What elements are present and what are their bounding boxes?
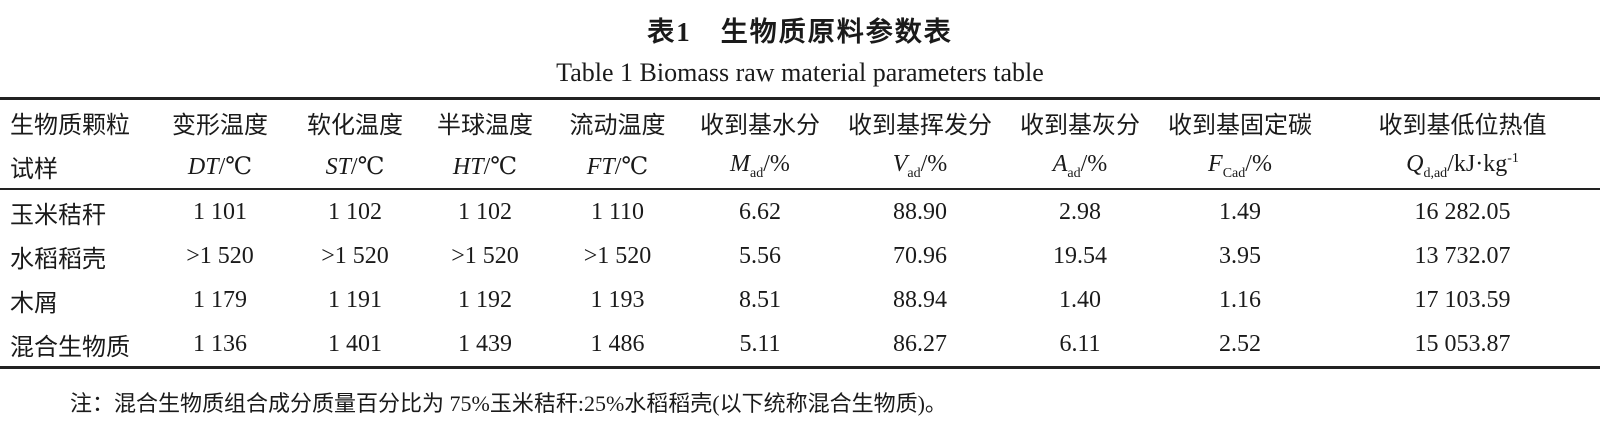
unit-symbol: Q [1406,150,1424,177]
table-cell: >1 520 [583,242,652,269]
table-cell: 88.90 [893,198,947,225]
unit-text: /℃ [218,153,253,180]
unit-subscript: ad [750,165,764,181]
table-cell: 86.27 [893,330,947,357]
unit-text: /% [1080,150,1108,177]
unit-subscript: ad [907,165,921,181]
table-cell: 5.11 [739,330,781,357]
table-cell: 水稻稻壳 [10,246,106,273]
header-cell: 收到基灰分 [1020,112,1140,139]
table-cell: 1 110 [590,198,645,225]
table-row: 玉米秸秆 1 101 1 102 1 102 1 110 6.62 88.90 2.98 1.4… [0,189,1600,234]
unit-text: /℃ [614,153,649,180]
table-cell: 16 282.05 [1414,198,1511,225]
table-cell: 木屑 [10,290,58,317]
unit-symbol: FT [586,153,615,180]
unit-cell: Vad/% [835,144,1005,189]
header-cell: 收到基低位热值 [1378,112,1547,139]
unit-subscript: d,ad [1423,165,1448,181]
table-note: 注：混合生物质组合成分质量百分比为 75%玉米秸秆:25%水稻稻壳(以下统称混合… [70,391,947,416]
header-cell: 生物质颗粒 [10,112,130,139]
table-cell: 1 136 [193,330,247,357]
table-cell: 3.95 [1219,242,1261,269]
unit-cell: FT/℃ [550,144,685,189]
unit-text: /℃ [483,153,518,180]
table-row: 水稻稻壳 >1 520 >1 520 >1 520 >1 520 5.56 70.96 19.… [0,234,1600,278]
unit-cell: Aad/% [1005,144,1155,189]
unit-cell: FCad/% [1155,144,1325,189]
header-cell: 收到基固定碳 [1168,112,1312,139]
unit-cell: HT/℃ [420,144,550,189]
table-cell: 1 102 [458,198,512,225]
table-cell: 玉米秸秆 [10,202,106,229]
header-cell: 流动温度 [569,112,666,139]
unit-symbol: F [1208,150,1223,177]
table-cell: 1.40 [1059,286,1101,313]
table-cell: 19.54 [1053,242,1107,269]
table-cell: 1 101 [193,198,247,225]
unit-text: /% [920,150,948,177]
table-cell: 8.51 [739,286,781,313]
unit-symbol: ST [325,153,351,180]
unit-cell: ST/℃ [290,144,420,189]
header-cell: 半球温度 [437,112,533,139]
table-row: 木屑 1 179 1 191 1 192 1 193 8.51 88.94 1.40 1.16 1… [0,278,1600,322]
table-row: 混合生物质 1 136 1 401 1 439 1 486 5.11 86.27 6.11 2.… [0,322,1600,368]
unit-cell: DT/℃ [150,144,290,189]
table-cell: 1 191 [328,286,382,313]
unit-symbol: DT [187,153,219,180]
table-body: 玉米秸秆 1 101 1 102 1 102 1 110 6.62 88.90 2.98 1.4… [0,189,1600,368]
unit-subscript: Cad [1222,165,1246,181]
table-cell: 88.94 [893,286,947,313]
header-cell: 变形温度 [172,112,268,139]
table-cell: 1 401 [328,330,382,357]
unit-symbol: HT [452,153,484,180]
table-cell: 混合生物质 [10,334,130,361]
header-cell: 收到基水分 [700,112,820,139]
table-title: 表1 生物质原料参数表 [647,17,953,47]
table: 生物质颗粒 变形温度 软化温度 半球温度 流动温度 收到基水分 收到基挥发分 收到基灰分 收到基… [0,97,1600,369]
unit-superscript: -1 [1507,150,1519,166]
table-subtitle: Table 1 Biomass raw material parameters … [556,58,1044,87]
header-cell: 收到基挥发分 [848,112,992,139]
unit-symbol: V [892,150,908,177]
unit-row: 试样 DT/℃ ST/℃ HT/℃ FT/℃ Mad/% Vad/% Aad/% FCad/% Q… [0,144,1600,189]
unit-cell: Mad/% [685,144,835,189]
table-cell: >1 520 [321,242,389,269]
unit-text: /% [1245,150,1272,177]
table-header: 生物质颗粒 变形温度 软化温度 半球温度 流动温度 收到基水分 收到基挥发分 收到基灰分 收到基… [0,98,1600,189]
table-cell: 1 192 [458,286,512,313]
table-cell: 6.11 [1059,330,1101,357]
table-cell: >1 520 [186,242,254,269]
table-cell: 13 732.07 [1414,242,1511,269]
header-row: 生物质颗粒 变形温度 软化温度 半球温度 流动温度 收到基水分 收到基挥发分 收到基灰分 收到基… [0,99,1600,145]
unit-text: /kJ·kg [1447,150,1508,177]
header-cell: 软化温度 [307,112,403,139]
table-cell: 1 193 [590,286,645,313]
table-cell: 1 439 [458,330,512,357]
unit-text: /% [763,150,790,177]
unit-symbol: M [730,150,751,177]
table-cell: 70.96 [893,242,947,269]
table-cell: 1 102 [328,198,382,225]
table-cell: 1 486 [590,330,645,357]
unit-subscript: ad [1067,165,1081,181]
table-cell: 2.52 [1219,330,1261,357]
unit-text: /℃ [350,153,385,180]
table-cell: 1 179 [193,286,247,313]
unit-text: 试样 [10,156,58,183]
unit-cell: Qd,ad/kJ·kg-1 [1325,144,1600,189]
unit-cell: 试样 [0,144,150,189]
table-cell: 17 103.59 [1414,286,1511,313]
table-cell: 1.16 [1219,286,1261,313]
table-cell: 1.49 [1219,198,1261,225]
table-cell: 6.62 [739,198,781,225]
unit-symbol: A [1052,150,1068,177]
table-cell: >1 520 [451,242,519,269]
table-cell: 5.56 [739,242,781,269]
table-cell: 15 053.87 [1414,330,1511,357]
table-cell: 2.98 [1059,198,1101,225]
